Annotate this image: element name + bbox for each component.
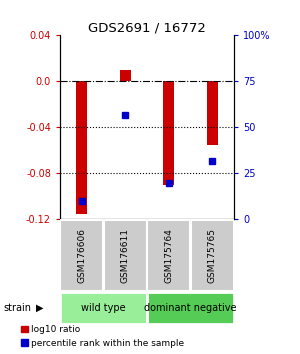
Text: GSM175764: GSM175764 xyxy=(164,228,173,283)
FancyBboxPatch shape xyxy=(60,292,147,324)
Text: dominant negative: dominant negative xyxy=(144,303,237,313)
FancyBboxPatch shape xyxy=(191,220,234,291)
Legend: log10 ratio, percentile rank within the sample: log10 ratio, percentile rank within the … xyxy=(20,323,186,349)
Bar xyxy=(163,81,174,185)
Bar xyxy=(120,70,131,81)
FancyBboxPatch shape xyxy=(60,220,103,291)
Title: GDS2691 / 16772: GDS2691 / 16772 xyxy=(88,21,206,34)
Text: wild type: wild type xyxy=(81,303,126,313)
Text: GSM176611: GSM176611 xyxy=(121,228,130,283)
Text: ▶: ▶ xyxy=(36,303,44,313)
Bar xyxy=(76,81,87,214)
Text: GSM176606: GSM176606 xyxy=(77,228,86,283)
FancyBboxPatch shape xyxy=(147,292,234,324)
FancyBboxPatch shape xyxy=(104,220,147,291)
FancyBboxPatch shape xyxy=(147,220,190,291)
Bar xyxy=(207,81,218,145)
Text: strain: strain xyxy=(3,303,31,313)
Text: GSM175765: GSM175765 xyxy=(208,228,217,283)
